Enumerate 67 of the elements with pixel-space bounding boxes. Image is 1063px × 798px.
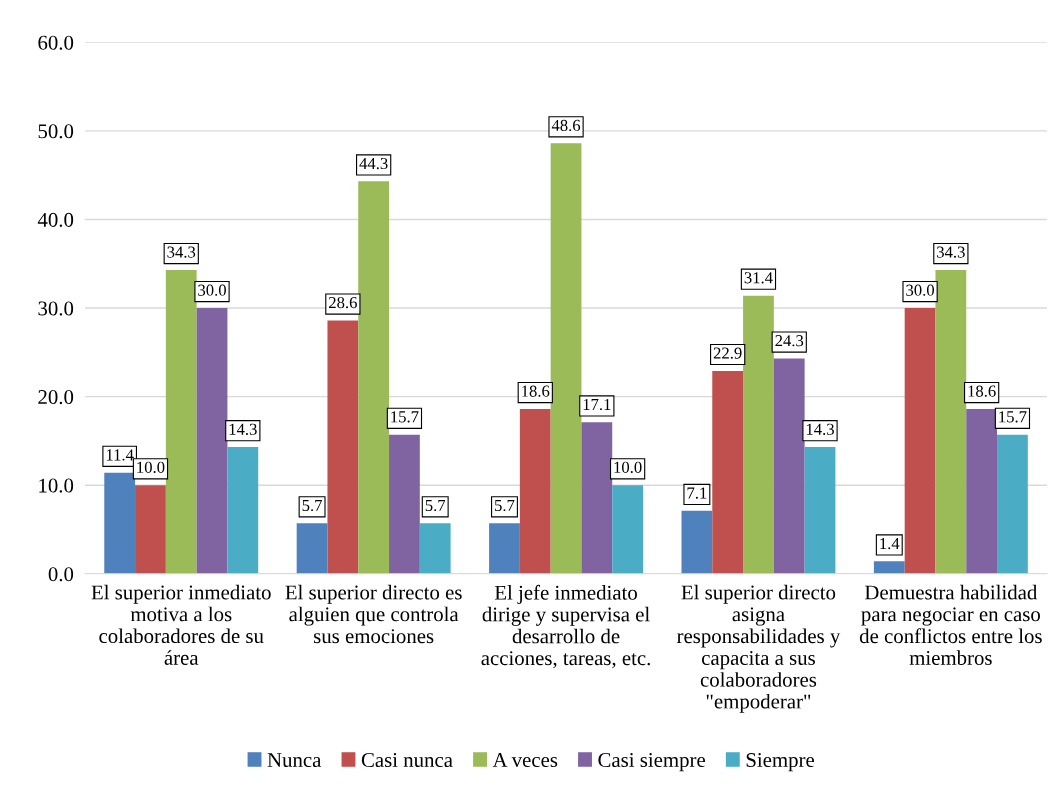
bar bbox=[519, 409, 551, 574]
y-tick-label: 60.0 bbox=[38, 35, 74, 50]
x-tick-label: Demuestra habilidad para negociar en caso de conflictos entre los miembros bbox=[859, 584, 1042, 665]
bar bbox=[550, 143, 582, 574]
x-tick-label: El superior directo asigna responsabilidades y capacita a sus colaboradores "empoderar" bbox=[677, 584, 841, 713]
data-label: 10.0 bbox=[137, 461, 165, 474]
legend-label: Casi siempre bbox=[598, 753, 705, 772]
y-tick-label: 0.0 bbox=[48, 567, 74, 582]
data-label: 14.3 bbox=[229, 423, 257, 435]
data-label: 24.3 bbox=[775, 335, 804, 347]
bar bbox=[135, 485, 166, 574]
data-label: 22.9 bbox=[713, 347, 742, 359]
data-label: 15.7 bbox=[391, 411, 419, 423]
bar bbox=[712, 370, 744, 574]
y-tick-label: 10.0 bbox=[39, 478, 74, 493]
data-label: 5.7 bbox=[302, 499, 323, 512]
bar bbox=[966, 409, 998, 574]
data-label: 48.6 bbox=[551, 119, 581, 132]
y-tick-label: 30.0 bbox=[38, 301, 74, 316]
data-label: 11.4 bbox=[106, 449, 134, 461]
data-label: 44.3 bbox=[359, 157, 388, 170]
bar bbox=[743, 295, 774, 574]
bar bbox=[327, 320, 359, 574]
bar bbox=[196, 308, 228, 574]
data-label: 7.1 bbox=[687, 487, 707, 499]
legend-label: Nunca bbox=[267, 753, 322, 768]
bar bbox=[227, 447, 259, 574]
data-label: 17.1 bbox=[583, 398, 611, 411]
y-tick-label: 50.0 bbox=[38, 124, 74, 139]
data-label: 1.4 bbox=[880, 537, 900, 550]
bar bbox=[104, 472, 136, 574]
bar bbox=[389, 434, 420, 574]
bar bbox=[489, 523, 520, 574]
x-tick-label: El superior inmediato motiva a los colaboradores de su área bbox=[91, 584, 271, 665]
bar bbox=[581, 422, 613, 574]
bar bbox=[935, 269, 967, 574]
bar bbox=[612, 485, 644, 574]
data-label: 5.7 bbox=[425, 499, 446, 512]
data-label: 14.3 bbox=[806, 423, 834, 435]
bar bbox=[681, 510, 713, 574]
bar bbox=[873, 561, 905, 574]
x-tick-label: El jefe inmediato dirige y supervisa el desarrollo de acciones, tareas, etc. bbox=[481, 584, 650, 669]
x-tick-label: El superior directo es alguien que controla sus emociones bbox=[285, 584, 462, 644]
bar bbox=[419, 523, 451, 574]
y-tick-label: 20.0 bbox=[38, 389, 74, 405]
data-label: 30.0 bbox=[198, 284, 226, 296]
data-label: 18.6 bbox=[522, 385, 550, 397]
data-label: 34.3 bbox=[937, 246, 965, 258]
bar bbox=[296, 523, 328, 574]
data-label: 5.7 bbox=[495, 499, 515, 512]
bar bbox=[904, 308, 936, 574]
data-label: 18.6 bbox=[968, 385, 996, 397]
legend-label: A veces bbox=[492, 753, 558, 768]
bar bbox=[997, 434, 1028, 574]
data-label: 31.4 bbox=[744, 272, 773, 284]
bar bbox=[804, 447, 836, 574]
bar bbox=[165, 269, 197, 574]
legend-label: Siempre bbox=[746, 753, 815, 772]
y-tick-label: 40.0 bbox=[37, 212, 74, 227]
data-label: 30.0 bbox=[906, 284, 935, 296]
data-label: 10.0 bbox=[614, 461, 642, 474]
bar bbox=[358, 181, 390, 574]
data-label: 28.6 bbox=[329, 296, 357, 309]
data-label: 15.7 bbox=[999, 411, 1027, 423]
legend-label: Casi nunca bbox=[361, 753, 453, 768]
data-label: 34.3 bbox=[167, 246, 196, 258]
bar bbox=[773, 358, 805, 574]
